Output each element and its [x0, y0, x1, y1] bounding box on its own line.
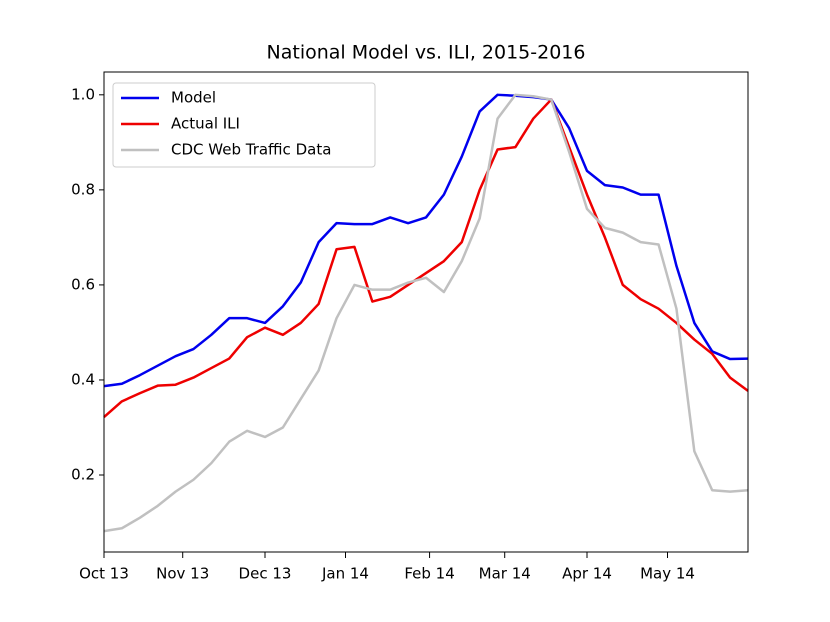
x-tick-label: Dec 13: [239, 565, 292, 583]
plot-frame: [103, 71, 749, 553]
legend-label: CDC Web Traffic Data: [171, 141, 331, 159]
line-series: [103, 93, 749, 533]
legend-label: Actual ILI: [171, 115, 240, 133]
legend-box: [112, 82, 376, 168]
y-tick-label: 0.8: [71, 180, 95, 198]
x-tick-label: Mar 14: [479, 565, 531, 583]
line-series: [103, 98, 749, 418]
x-tick-label: Feb 14: [404, 565, 454, 583]
line-series: [103, 93, 749, 388]
y-tick-label: 0.2: [71, 466, 95, 484]
chart-title: National Model vs. ILI, 2015-2016: [267, 42, 586, 64]
x-tick-label: May 14: [640, 565, 695, 583]
y-tick-label: 0.4: [71, 370, 95, 388]
x-tick-label: Jan 14: [321, 565, 369, 583]
x-tick-label: Apr 14: [562, 565, 612, 583]
y-tick-label: 1.0: [71, 85, 95, 103]
x-tick-label: Nov 13: [156, 565, 209, 583]
x-tick-label: Oct 13: [79, 565, 129, 583]
y-tick-label: 0.6: [71, 275, 95, 293]
legend-label: Model: [171, 89, 216, 107]
